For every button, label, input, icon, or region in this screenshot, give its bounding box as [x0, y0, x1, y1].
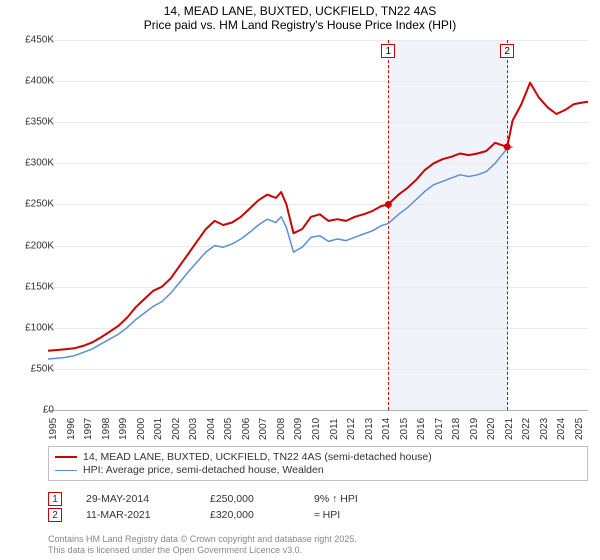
x-tick-label: 2007 [258, 418, 269, 440]
gridline-h [48, 410, 588, 411]
y-tick-label: £350K [10, 117, 54, 128]
marker-price-2: £320,000 [210, 509, 290, 521]
x-tick-label: 2008 [276, 418, 287, 440]
x-tick-label: 2025 [574, 418, 585, 440]
x-tick-label: 2021 [504, 418, 515, 440]
x-tick-label: 2018 [451, 418, 462, 440]
marker-hpi-2: ≈ HPI [314, 509, 394, 521]
marker-date-1: 29-MAY-2014 [86, 493, 186, 505]
y-tick-label: £450K [10, 35, 54, 46]
x-tick-label: 2011 [329, 418, 340, 440]
legend-swatch-property [55, 456, 77, 458]
y-tick-label: £300K [10, 158, 54, 169]
x-tick-label: 2015 [399, 418, 410, 440]
y-tick-label: £200K [10, 240, 54, 251]
x-tick-label: 2017 [434, 418, 445, 440]
chart-title: 14, MEAD LANE, BUXTED, UCKFIELD, TN22 4A… [0, 0, 600, 32]
marker-row-1: 1 29-MAY-2014 £250,000 9% ↑ HPI [48, 492, 588, 506]
footer-line-2: This data is licensed under the Open Gov… [48, 545, 357, 556]
y-tick-label: £0 [10, 405, 54, 416]
x-tick-label: 2013 [364, 418, 375, 440]
y-tick-label: £250K [10, 199, 54, 210]
marker-point [504, 143, 511, 150]
footer-attribution: Contains HM Land Registry data © Crown c… [48, 534, 357, 557]
marker-price-1: £250,000 [210, 493, 290, 505]
legend-item-property: 14, MEAD LANE, BUXTED, UCKFIELD, TN22 4A… [55, 451, 581, 463]
footer-line-1: Contains HM Land Registry data © Crown c… [48, 534, 357, 545]
chart-plot-area: 1995199619971998199920002001200220032004… [48, 40, 588, 410]
title-line-2: Price paid vs. HM Land Registry's House … [0, 18, 600, 32]
series-svg [48, 40, 588, 410]
x-tick-label: 1995 [48, 418, 59, 440]
x-tick-label: 2022 [521, 418, 532, 440]
x-tick-label: 2006 [241, 418, 252, 440]
x-tick-label: 2020 [486, 418, 497, 440]
x-tick-label: 1996 [66, 418, 77, 440]
x-tick-label: 2001 [153, 418, 164, 440]
y-tick-label: £400K [10, 76, 54, 87]
marker-point [385, 201, 392, 208]
x-tick-label: 2016 [416, 418, 427, 440]
x-tick-label: 1999 [118, 418, 129, 440]
x-tick-label: 2009 [293, 418, 304, 440]
x-tick-label: 2023 [539, 418, 550, 440]
marker-date-2: 11-MAR-2021 [86, 509, 186, 521]
marker-row-2: 2 11-MAR-2021 £320,000 ≈ HPI [48, 508, 588, 522]
series-property [48, 83, 588, 351]
legend-label-hpi: HPI: Average price, semi-detached house,… [83, 464, 324, 476]
markers-table: 1 29-MAY-2014 £250,000 9% ↑ HPI 2 11-MAR… [48, 490, 588, 524]
x-tick-label: 2014 [381, 418, 392, 440]
x-tick-label: 1998 [101, 418, 112, 440]
legend-item-hpi: HPI: Average price, semi-detached house,… [55, 464, 581, 476]
x-tick-label: 2000 [136, 418, 147, 440]
x-tick-label: 2005 [223, 418, 234, 440]
legend-label-property: 14, MEAD LANE, BUXTED, UCKFIELD, TN22 4A… [83, 451, 432, 463]
x-tick-label: 2002 [171, 418, 182, 440]
marker-box-1: 1 [48, 492, 62, 506]
legend-swatch-hpi [55, 470, 77, 471]
y-tick-label: £50K [10, 363, 54, 374]
legend-box: 14, MEAD LANE, BUXTED, UCKFIELD, TN22 4A… [48, 446, 588, 481]
x-tick-label: 2003 [188, 418, 199, 440]
x-tick-label: 2019 [469, 418, 480, 440]
marker-box-2: 2 [48, 508, 62, 522]
y-tick-label: £150K [10, 281, 54, 292]
y-tick-label: £100K [10, 322, 54, 333]
marker-hpi-1: 9% ↑ HPI [314, 493, 394, 505]
x-tick-label: 2010 [311, 418, 322, 440]
title-line-1: 14, MEAD LANE, BUXTED, UCKFIELD, TN22 4A… [0, 4, 600, 18]
x-tick-label: 1997 [83, 418, 94, 440]
x-tick-label: 2004 [206, 418, 217, 440]
x-tick-label: 2012 [346, 418, 357, 440]
x-tick-label: 2024 [556, 418, 567, 440]
